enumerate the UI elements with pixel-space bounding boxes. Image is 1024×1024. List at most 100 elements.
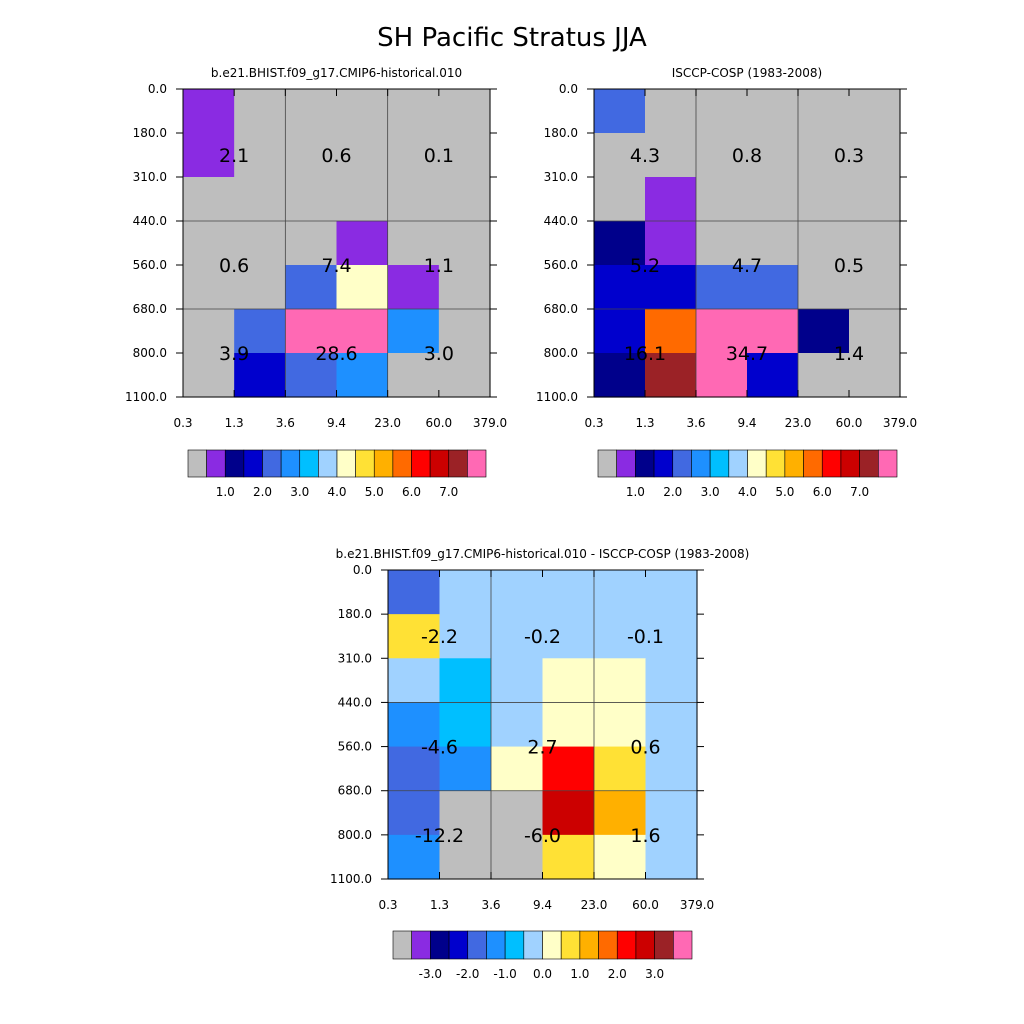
heatmap-cell	[491, 790, 544, 836]
colorbar-swatch	[542, 930, 562, 960]
colorbar-swatch	[616, 449, 636, 478]
heatmap-cell	[798, 309, 850, 354]
heatmap-cell	[594, 353, 646, 398]
heatmap-cell	[388, 746, 441, 792]
panel-title-difference: b.e21.BHIST.f09_g17.CMIP6-historical.010…	[336, 547, 750, 561]
heatmap-cell	[747, 177, 799, 222]
block-value-label: 34.7	[726, 343, 768, 365]
heatmap-cell	[645, 746, 698, 792]
heatmap-cell	[336, 89, 389, 134]
heatmap-cell	[183, 221, 235, 266]
y-tick-label: 310.0	[338, 651, 372, 665]
heatmap-cell	[645, 309, 697, 354]
heatmap-cell	[594, 702, 647, 748]
colorbar-swatch	[206, 449, 226, 478]
panel-model: b.e21.BHIST.f09_g17.CMIP6-historical.010…	[125, 66, 507, 499]
heatmap-cell	[234, 133, 286, 178]
colorbar-swatch	[411, 930, 431, 960]
heatmap-cell	[388, 702, 441, 748]
heatmap-cell	[387, 353, 440, 398]
y-tick-label: 310.0	[133, 170, 167, 184]
heatmap-cell	[798, 221, 850, 266]
y-tick-label: 680.0	[338, 784, 372, 798]
y-tick-label: 1100.0	[125, 390, 167, 404]
x-tick-label: 9.4	[533, 898, 552, 912]
heatmap-cell	[798, 353, 850, 398]
heatmap-cell	[696, 177, 748, 222]
heatmap-cell	[696, 265, 748, 310]
x-tick-label: 23.0	[785, 416, 812, 430]
heatmap-cell	[491, 570, 544, 615]
x-tick-label: 23.0	[374, 416, 401, 430]
colorbar-label: 6.0	[402, 485, 421, 499]
block-value-label: -0.2	[524, 626, 561, 648]
colorbar-label: 3.0	[701, 485, 720, 499]
colorbar-swatch	[523, 930, 543, 960]
heatmap-cell	[594, 309, 646, 354]
colorbar-swatch	[243, 449, 263, 478]
y-tick-label: 800.0	[338, 828, 372, 842]
heatmap-cell	[285, 265, 338, 310]
colorbar-label: 1.0	[216, 485, 235, 499]
heatmap-cell	[336, 221, 389, 266]
colorbar-label: 6.0	[813, 485, 832, 499]
x-tick-label: 9.4	[327, 416, 346, 430]
heatmap-cell	[798, 89, 850, 134]
heatmap-cell	[285, 89, 338, 134]
heatmap-cell	[183, 265, 235, 310]
heatmap-cell	[388, 570, 441, 615]
heatmap-cell	[645, 89, 697, 134]
heatmap-cell	[439, 834, 492, 880]
block-value-label: -6.0	[524, 825, 561, 847]
heatmap-cell	[336, 133, 389, 178]
heatmap-cell	[388, 790, 441, 836]
heatmap-cell	[438, 265, 491, 310]
x-tick-label: 60.0	[632, 898, 659, 912]
heatmap-cell	[645, 133, 697, 178]
heatmap-cell	[645, 702, 698, 748]
heatmap-cell	[798, 133, 850, 178]
block-value-label: 0.8	[732, 145, 762, 167]
heatmap-cell	[183, 353, 235, 398]
heatmap-cell	[439, 614, 492, 659]
colorbar-swatch	[747, 449, 767, 478]
heatmap-cell	[336, 309, 389, 354]
colorbar-swatch	[429, 449, 450, 478]
figure-title: SH Pacific Stratus JJA	[377, 23, 647, 53]
heatmap-cell	[438, 133, 491, 178]
x-tick-label: 1.3	[430, 898, 449, 912]
y-tick-label: 0.0	[148, 82, 167, 96]
heatmap-cell	[438, 221, 491, 266]
colorbar-label: 4.0	[327, 485, 346, 499]
colorbar-label: 1.0	[570, 967, 589, 981]
heatmap-cell	[234, 353, 286, 398]
x-tick-label: 1.3	[635, 416, 654, 430]
heatmap-cell	[542, 834, 595, 880]
x-tick-label: 379.0	[473, 416, 507, 430]
colorbar-swatch	[859, 449, 879, 478]
heatmap-cell	[747, 265, 799, 310]
heatmap-cell	[491, 614, 544, 659]
heatmap-cell	[387, 177, 440, 222]
block-value-label: 3.0	[424, 343, 454, 365]
heatmap-cell	[849, 177, 901, 222]
colorbar-swatch	[262, 449, 282, 478]
colorbar-swatch	[467, 930, 487, 960]
colorbar-label: 2.0	[253, 485, 272, 499]
heatmap-cell	[439, 746, 492, 792]
colorbar-swatch	[504, 930, 525, 960]
colorbar-swatch	[448, 449, 468, 478]
heatmap-cell	[645, 265, 697, 310]
colorbar-label: 3.0	[290, 485, 309, 499]
colorbar-label: 3.0	[645, 967, 664, 981]
colorbar-label: -1.0	[493, 967, 516, 981]
heatmap-cell	[387, 221, 440, 266]
y-tick-label: 0.0	[353, 563, 372, 577]
colorbar-swatch	[373, 449, 394, 478]
heatmap-cell	[594, 133, 646, 178]
block-value-label: 4.3	[630, 145, 660, 167]
colorbar-swatch	[336, 449, 356, 478]
heatmap-cell	[594, 570, 647, 615]
block-value-label: 1.1	[424, 255, 454, 277]
colorbar-label: 1.0	[626, 485, 645, 499]
